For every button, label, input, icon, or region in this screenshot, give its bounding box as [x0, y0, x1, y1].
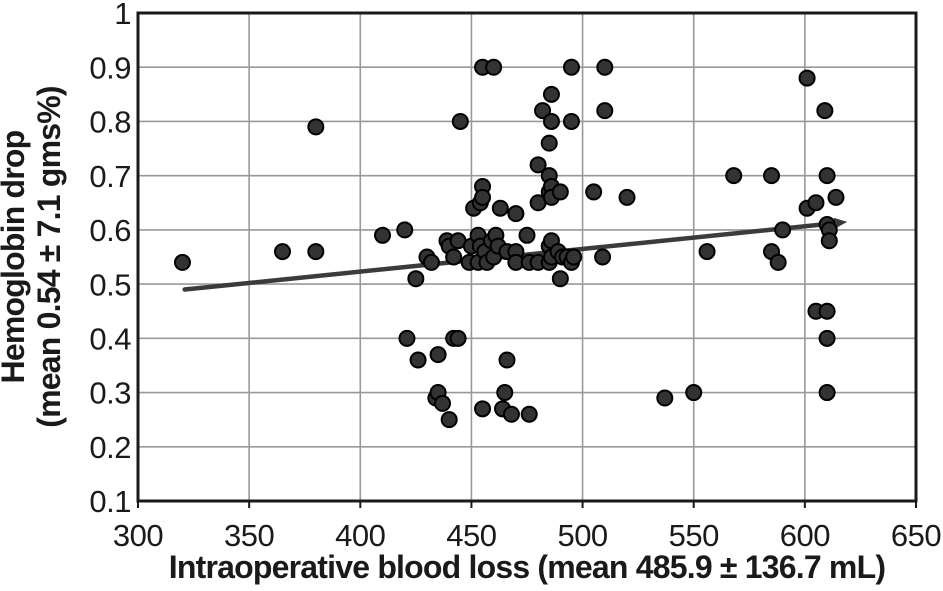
- data-point: [451, 112, 469, 130]
- data-point: [534, 102, 552, 120]
- data-point: [445, 248, 463, 266]
- y-axis-title-line2: (mean 0.54 ± 7.1 gms%): [31, 86, 67, 428]
- data-point: [485, 58, 503, 76]
- data-point: [542, 85, 560, 103]
- data-point: [173, 253, 191, 271]
- y-tick-label: 0.4: [89, 321, 131, 356]
- data-point: [818, 167, 836, 185]
- data-point: [474, 188, 492, 206]
- data-point: [725, 167, 743, 185]
- x-tick-label: 350: [224, 518, 274, 553]
- data-point: [698, 243, 716, 261]
- data-point: [816, 102, 834, 120]
- trend-line-arrowhead: [833, 217, 848, 229]
- data-point: [496, 384, 514, 402]
- data-point: [429, 346, 447, 364]
- y-tick-label: 0.2: [89, 430, 131, 465]
- data-point: [422, 253, 440, 271]
- data-point: [374, 226, 392, 244]
- data-point: [449, 329, 467, 347]
- data-point: [502, 405, 520, 423]
- y-tick-label: 0.8: [89, 105, 131, 140]
- data-point: [827, 188, 845, 206]
- data-point: [618, 188, 636, 206]
- data-point: [398, 329, 416, 347]
- data-point: [542, 112, 560, 130]
- data-point: [798, 69, 816, 87]
- data-points-layer: [173, 58, 845, 429]
- y-tick-label: 0.5: [89, 267, 131, 302]
- y-tick-label: 0.1: [89, 484, 131, 519]
- x-tick-label: 500: [557, 518, 607, 553]
- y-tick-label: 0.9: [89, 50, 131, 85]
- x-axis-title: Intraoperative blood loss (mean 485.9 ± …: [169, 549, 886, 585]
- data-point: [656, 389, 674, 407]
- x-tick-label: 650: [891, 518, 941, 553]
- data-point: [273, 243, 291, 261]
- y-tick-label: 1: [114, 0, 131, 31]
- data-point: [507, 205, 525, 223]
- x-tick-label: 600: [780, 518, 830, 553]
- data-point: [307, 118, 325, 136]
- data-point: [596, 58, 614, 76]
- data-point: [596, 102, 614, 120]
- data-point: [529, 156, 547, 174]
- x-tick-label: 300: [113, 518, 163, 553]
- data-point: [818, 329, 836, 347]
- data-point: [551, 183, 569, 201]
- data-point: [685, 384, 703, 402]
- x-tick-label: 550: [669, 518, 719, 553]
- data-point: [518, 226, 536, 244]
- data-point: [440, 411, 458, 429]
- data-point: [774, 221, 792, 239]
- data-point: [565, 248, 583, 266]
- y-tick-label: 0.6: [89, 213, 131, 248]
- data-point: [396, 221, 414, 239]
- grid-layer: [138, 13, 916, 501]
- y-tick-label: 0.7: [89, 159, 131, 194]
- plot-frame-layer: [136, 11, 918, 508]
- data-point: [409, 351, 427, 369]
- data-point: [474, 400, 492, 418]
- plot-border: [136, 11, 918, 503]
- data-point: [594, 248, 612, 266]
- data-point: [769, 253, 787, 271]
- data-point: [551, 270, 569, 288]
- data-point: [540, 134, 558, 152]
- data-point: [820, 232, 838, 250]
- data-point: [520, 405, 538, 423]
- data-point: [763, 167, 781, 185]
- data-point: [491, 199, 509, 217]
- data-point: [562, 58, 580, 76]
- data-point: [307, 243, 325, 261]
- data-point: [407, 270, 425, 288]
- data-point: [818, 384, 836, 402]
- x-tick-label: 400: [335, 518, 385, 553]
- data-point: [585, 183, 603, 201]
- data-point: [818, 302, 836, 320]
- data-point: [807, 194, 825, 212]
- y-tick-label: 0.3: [89, 376, 131, 411]
- data-point: [434, 394, 452, 412]
- data-point: [498, 351, 516, 369]
- tick-labels-layer: 300 350 400 450 500 550 600 650 0.1 0.2 0.3 0.4 0.5 0…: [89, 0, 941, 553]
- x-tick-label: 450: [446, 518, 496, 553]
- data-point: [562, 112, 580, 130]
- y-axis-title-line1: Hemoglobin drop: [0, 130, 31, 383]
